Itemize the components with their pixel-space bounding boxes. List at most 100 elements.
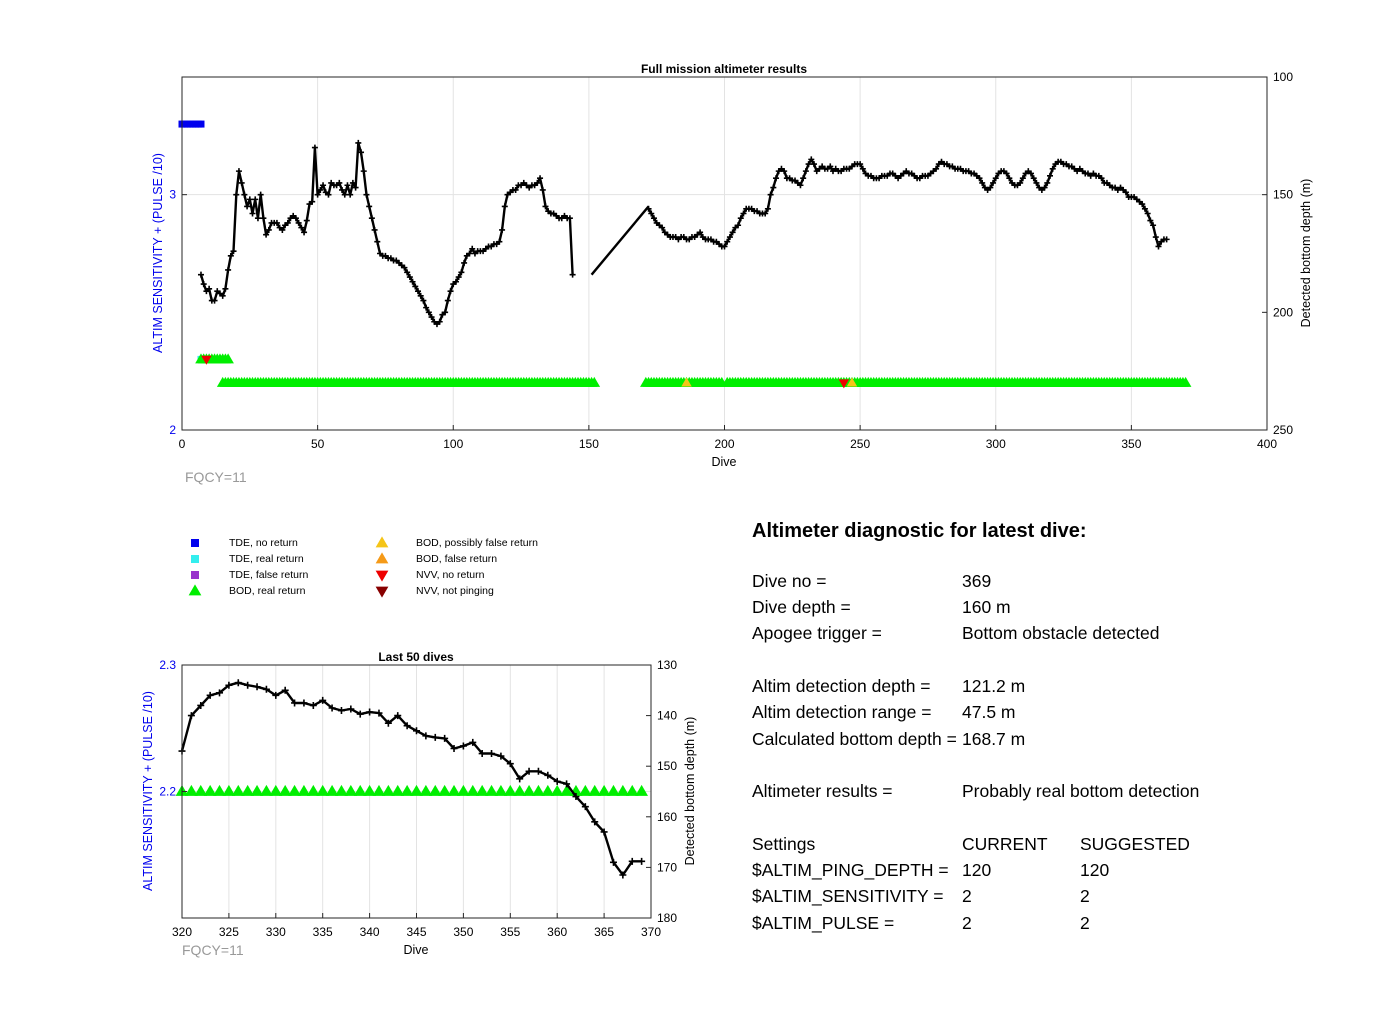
altimeter-results-label: Altimeter results =	[752, 781, 893, 802]
data-point	[987, 184, 994, 191]
data-point	[1155, 243, 1162, 250]
data-point	[273, 219, 280, 226]
data-point	[314, 191, 321, 198]
y-tick-label-right: 150	[657, 759, 677, 773]
data-point	[544, 771, 552, 779]
legend-item: TDE, real return	[188, 552, 304, 566]
bod-real-return-marker	[541, 784, 555, 796]
chart2-marks	[175, 679, 648, 879]
dive-depth-row: Dive depth = 160 m	[752, 597, 1372, 623]
data-point	[265, 226, 272, 233]
altim-detection-range-value: 47.5 m	[962, 702, 1016, 723]
data-point	[227, 252, 234, 259]
data-point	[394, 712, 402, 720]
data-point	[638, 857, 646, 865]
data-point	[311, 144, 318, 151]
nvv-no-return-marker	[838, 379, 850, 389]
data-point	[859, 165, 866, 172]
data-point	[1017, 179, 1024, 186]
data-point	[729, 229, 736, 236]
data-point	[563, 780, 571, 788]
data-point	[525, 767, 533, 775]
legend-marker	[191, 539, 199, 547]
data-point	[225, 681, 233, 689]
data-point	[724, 238, 731, 245]
bod-real-return-marker	[260, 784, 273, 796]
data-point	[235, 168, 242, 175]
data-point	[857, 161, 864, 168]
setting-suggested: 120	[1080, 860, 1110, 881]
data-point	[808, 156, 815, 163]
data-point	[197, 271, 204, 278]
data-point	[341, 191, 348, 198]
data-point	[281, 686, 289, 694]
data-point	[187, 712, 195, 720]
legend-label: TDE, real return	[229, 553, 304, 565]
dive-no-row: Dive no = 369	[752, 571, 1372, 597]
data-point	[1049, 165, 1056, 172]
apogee-trigger-label: Apogee trigger =	[752, 623, 882, 644]
triangle-down-icon	[375, 586, 389, 598]
bod-real-return-marker	[597, 784, 611, 796]
calculated-bottom-depth-row: Calculated bottom depth = 168.7 m	[752, 729, 1372, 755]
data-point	[811, 161, 818, 168]
data-point	[253, 683, 261, 691]
y-tick-label-right: 160	[657, 810, 677, 824]
data-point	[384, 719, 392, 727]
chart2-ylabel-right: Detected bottom depth (m)	[683, 717, 697, 866]
data-point	[292, 215, 299, 222]
data-point	[413, 727, 420, 735]
chart1-xlabel: Dive	[711, 455, 736, 469]
data-point	[553, 777, 561, 785]
data-point	[1163, 236, 1170, 243]
apogee-trigger-value: Bottom obstacle detected	[962, 623, 1160, 644]
data-point	[225, 266, 232, 273]
data-point	[697, 229, 704, 236]
data-point	[572, 793, 580, 801]
data-point	[534, 767, 542, 775]
bod-real-return-marker	[466, 784, 480, 796]
bod-real-return-marker	[344, 784, 358, 796]
data-point	[422, 732, 430, 740]
triangle-down-icon	[375, 570, 389, 582]
data-point	[404, 269, 411, 276]
dive-no-label: Dive no =	[752, 571, 827, 591]
x-tick-label: 355	[500, 925, 520, 939]
bod-real-return-marker	[410, 784, 423, 796]
x-tick-label: 0	[179, 437, 186, 451]
y-tick-label-right: 180	[657, 911, 677, 925]
legend-label: TDE, no return	[229, 537, 298, 549]
bod-real-return-marker	[485, 784, 498, 796]
legend-marker	[191, 571, 199, 579]
data-point	[309, 701, 317, 709]
data-point	[360, 168, 367, 175]
data-point	[317, 186, 324, 193]
data-point	[773, 175, 780, 182]
legend-item: BOD, possibly false return	[375, 536, 538, 550]
data-point	[990, 179, 997, 186]
bod-real-return-marker	[522, 784, 536, 796]
bod-real-return-marker	[325, 784, 339, 796]
data-point	[469, 738, 477, 746]
last-50-dives-chart: 320 325 330 335 340 345 350 355 360 365 370 2.2 2.3 1…	[141, 650, 697, 958]
bod-real-return-marker	[241, 784, 255, 796]
chart2-title: Last 50 dives	[378, 650, 454, 664]
data-point	[252, 196, 259, 203]
bod-real-return-marker	[391, 784, 405, 796]
data-point	[1147, 217, 1154, 224]
setting-row: $ALTIM_SENSITIVITY = 2 2	[752, 886, 1372, 912]
triangle-up-icon	[375, 536, 389, 548]
triangle-up-icon	[188, 584, 202, 596]
data-point	[805, 161, 812, 168]
data-point	[263, 231, 270, 238]
data-point	[800, 175, 807, 182]
data-point	[401, 264, 408, 271]
legend-item: BOD, false return	[375, 552, 497, 566]
bod-possibly-false-marker	[846, 377, 858, 387]
data-point	[1033, 179, 1040, 186]
x-tick-label: 100	[443, 437, 463, 451]
x-tick-label: 350	[453, 925, 473, 939]
bod-real-return-marker	[447, 784, 461, 796]
setting-current: 120	[962, 860, 992, 881]
chart1-ylabel-right: Detected bottom depth (m)	[1299, 179, 1313, 328]
